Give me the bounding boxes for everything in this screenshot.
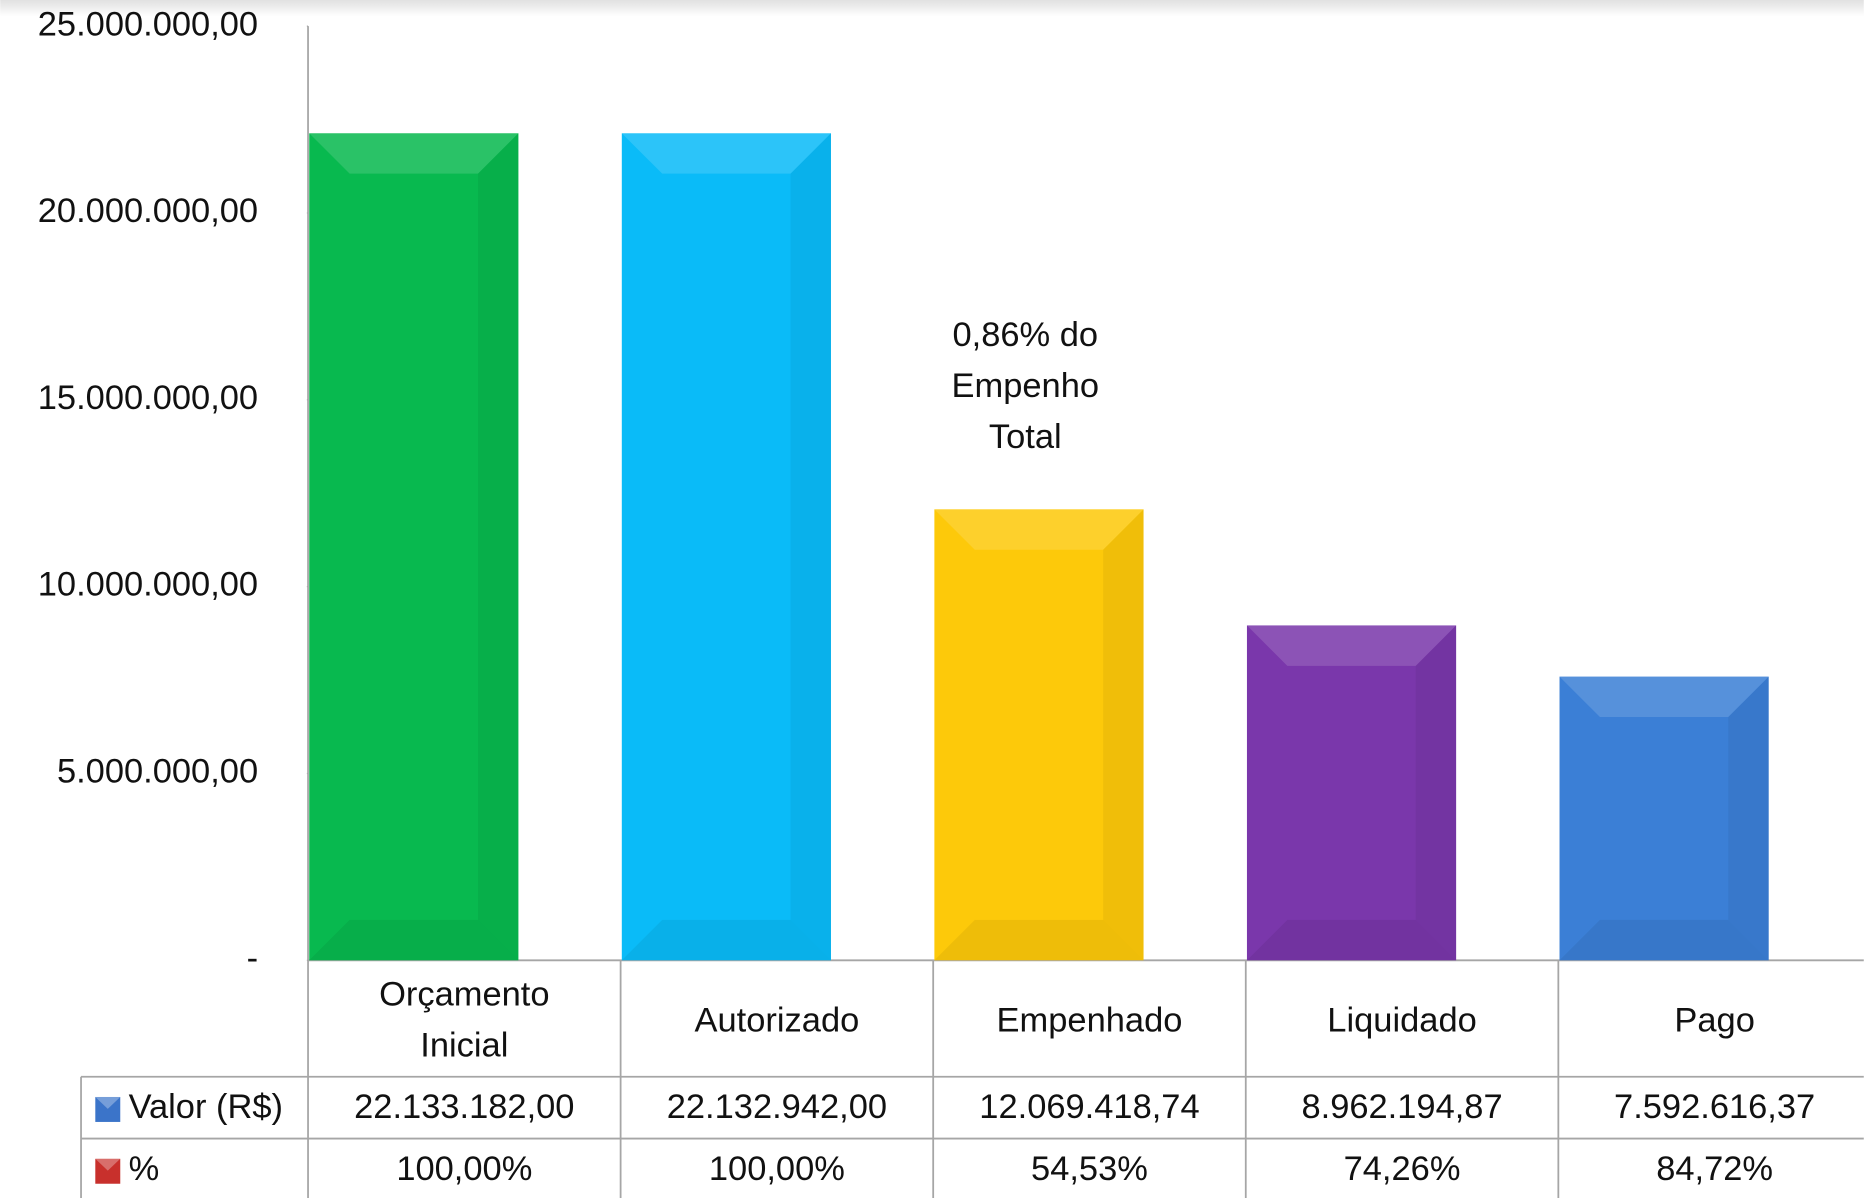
value-cell: 7.592.616,37 [1614, 1088, 1815, 1126]
percent-cell: 100,00% [709, 1150, 845, 1188]
bar [1246, 625, 1457, 961]
bar-bevel [1728, 676, 1769, 961]
bar-bevel [1559, 919, 1769, 961]
bar-bevel [1415, 625, 1457, 961]
category-label: Autorizado [694, 1001, 860, 1040]
legend-label: Valor (R$) [129, 1088, 283, 1126]
value-cell: 8.962.194,87 [1301, 1088, 1502, 1126]
value-cell: 12.069.418,74 [979, 1088, 1199, 1126]
bar-bevel [934, 509, 1144, 550]
percent-cell: 84,72% [1656, 1150, 1773, 1188]
category-label-box: Autorizado [694, 1001, 860, 1040]
bar-bevel [934, 919, 1144, 961]
y-tick-label: 5.000.000,00 [57, 753, 258, 791]
bar [621, 133, 831, 961]
bar [309, 133, 519, 961]
bar-bevel [309, 919, 519, 961]
legend-swatch-bevel [95, 1096, 121, 1109]
bar-bevel [790, 133, 831, 961]
y-tick-label: 10.000.000,00 [38, 566, 258, 604]
y-tick-label: 20.000.000,00 [38, 192, 258, 230]
legend-swatch [95, 1096, 121, 1122]
top-shadow [0, 0, 1864, 17]
bar-bevel [621, 133, 831, 174]
bar-bevel [1246, 625, 1457, 666]
bar-bevel [309, 133, 519, 174]
y-tick-label: 25.000.000,00 [38, 5, 258, 43]
bar-bevel [1559, 676, 1769, 718]
legend-label: % [129, 1150, 160, 1188]
category-label-box: Liquidado [1327, 1001, 1477, 1040]
legend-swatch-bevel [95, 1158, 121, 1171]
value-cell: 22.132.942,00 [667, 1088, 887, 1126]
bar-bevel [621, 919, 831, 961]
category-label: Empenhado [996, 1001, 1183, 1040]
annotation-box: 0,86% do Empenho Total [951, 315, 1100, 456]
category-label: Liquidado [1327, 1001, 1477, 1040]
percent-cell: 100,00% [396, 1150, 532, 1188]
category-label-box: Pago [1674, 1001, 1755, 1040]
bar [934, 509, 1144, 961]
value-cell: 22.133.182,00 [354, 1088, 574, 1126]
legend-swatch [95, 1158, 121, 1184]
category-label: Pago [1674, 1001, 1755, 1040]
percent-cell: 74,26% [1344, 1150, 1461, 1188]
bar-bevel [477, 133, 519, 961]
bar [1559, 676, 1769, 961]
category-label: Orçamento Inicial [379, 975, 550, 1065]
percent-cell: 54,53% [1031, 1150, 1148, 1188]
category-label-box: Orçamento Inicial [379, 975, 550, 1065]
bar-bevel [1103, 509, 1144, 961]
bar-bevel [1246, 919, 1457, 961]
y-tick-label: 15.000.000,00 [38, 379, 258, 417]
category-label-box: Empenhado [996, 1001, 1183, 1040]
annotation: 0,86% do Empenho Total [951, 315, 1100, 456]
y-tick-label: - [247, 939, 258, 977]
